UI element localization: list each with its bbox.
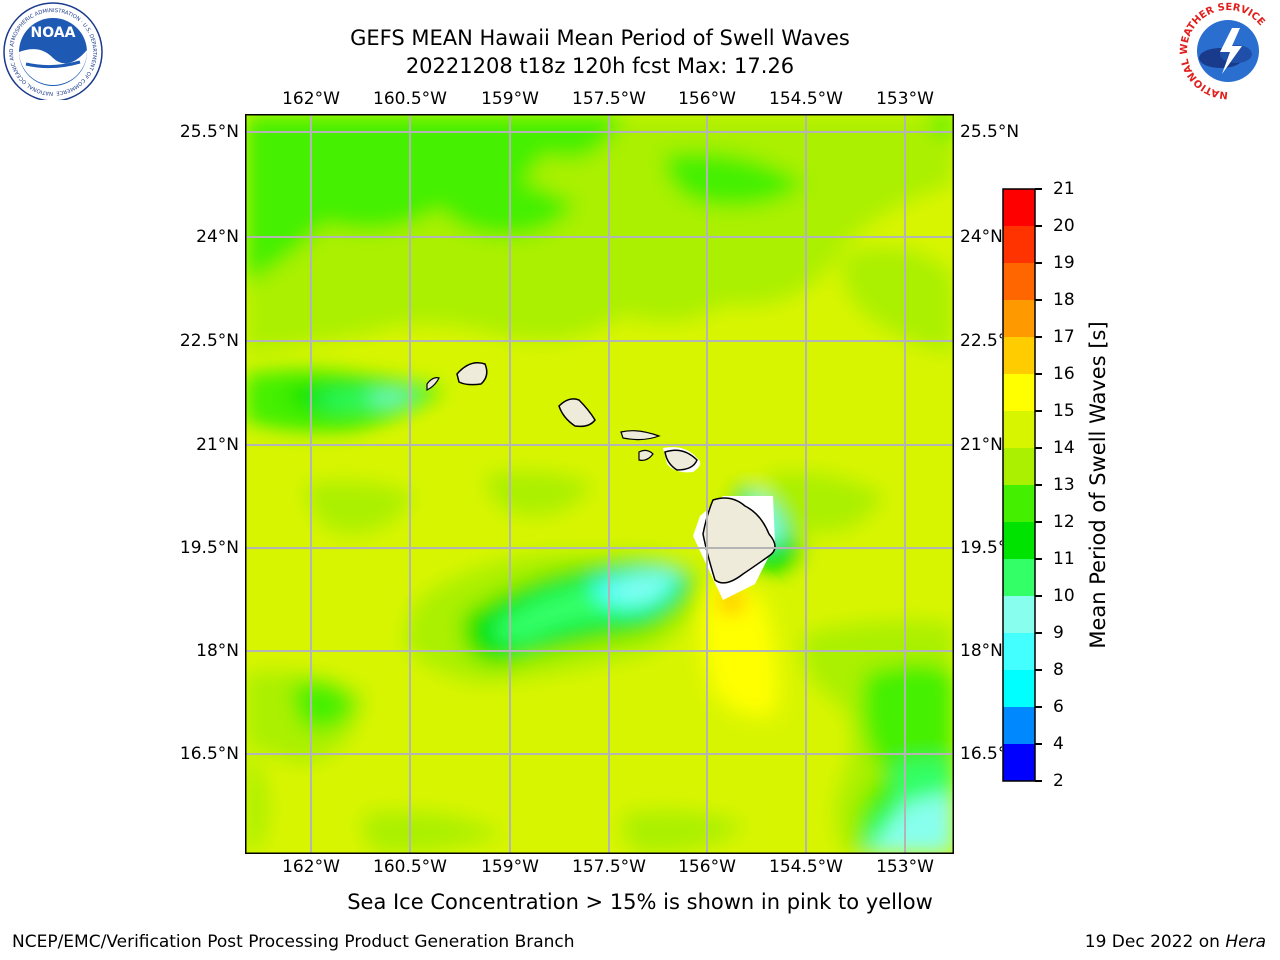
colorbar-swatch <box>1003 300 1035 338</box>
colorbar-swatch <box>1003 448 1035 486</box>
colorbar-tick-mark <box>1035 595 1042 597</box>
lat-tick-right: 24°N <box>960 227 1003 247</box>
lon-tick-top: 157.5°W <box>572 89 646 109</box>
map-panel <box>245 114 954 854</box>
colorbar-tick-mark <box>1035 410 1042 412</box>
lanai <box>638 449 654 461</box>
colorbar-tick-label: 4 <box>1053 734 1064 754</box>
lon-tick-top: 154.5°W <box>769 89 843 109</box>
colorbar-tick-label: 8 <box>1053 660 1064 680</box>
lon-tick-bottom: 157.5°W <box>572 857 646 877</box>
lon-tick-bottom: 160.5°W <box>373 857 447 877</box>
colorbar-tick-label: 20 <box>1053 216 1075 236</box>
colorbar-tick-mark <box>1035 299 1042 301</box>
colorbar-tick-mark <box>1035 373 1042 375</box>
lon-tick-top: 159°W <box>481 89 539 109</box>
colorbar-swatch <box>1003 522 1035 560</box>
footer-host: Hera <box>1225 932 1266 952</box>
colorbar-tick-mark <box>1035 669 1042 671</box>
colorbar-tick-mark <box>1035 743 1042 745</box>
maui <box>664 449 698 471</box>
colorbar-tick-mark <box>1035 706 1042 708</box>
lat-tick-left: 16.5°N <box>179 744 239 764</box>
niihau <box>426 377 440 391</box>
molokai <box>620 430 661 441</box>
colorbar-tick-label: 15 <box>1053 401 1075 421</box>
footer-date-text: 19 Dec 2022 on <box>1084 932 1226 952</box>
colorbar-tick-label: 17 <box>1053 327 1075 347</box>
lat-tick-left: 18°N <box>196 641 239 661</box>
map-subtitle: 20221208 t18z 120h fcst Max: 17.26 <box>405 54 795 78</box>
noaa-logo: NATIONAL OCEANIC AND ATMOSPHERIC ADMINIS… <box>3 2 103 100</box>
colorbar-tick-label: 2 <box>1053 771 1064 791</box>
colorbar-tick-label: 21 <box>1053 179 1075 199</box>
lon-tick-bottom: 162°W <box>282 857 340 877</box>
colorbar-tick-mark <box>1035 447 1042 449</box>
kauai <box>456 362 488 386</box>
colorbar-swatch <box>1003 670 1035 708</box>
colorbar-tick-mark <box>1035 558 1042 560</box>
lat-tick-left: 22.5°N <box>179 331 239 351</box>
lon-tick-bottom: 154.5°W <box>769 857 843 877</box>
oahu <box>558 398 596 428</box>
lat-tick-right: 18°N <box>960 641 1003 661</box>
colorbar-swatch <box>1003 485 1035 523</box>
lon-tick-bottom: 153°W <box>876 857 934 877</box>
colorbar-swatch <box>1003 411 1035 449</box>
noaa-logo-text: NOAA <box>31 25 76 41</box>
colorbar-swatch <box>1003 374 1035 412</box>
colorbar-tick-mark <box>1035 225 1042 227</box>
colorbar-tick-mark <box>1035 336 1042 338</box>
colorbar-tick-label: 9 <box>1053 623 1064 643</box>
footer-branch: NCEP/EMC/Verification Post Processing Pr… <box>12 932 575 952</box>
colorbar-tick-mark <box>1035 632 1042 634</box>
colorbar-tick-label: 11 <box>1053 549 1075 569</box>
colorbar-swatch <box>1003 263 1035 301</box>
lat-tick-left: 25.5°N <box>179 122 239 142</box>
colorbar-swatch <box>1003 707 1035 745</box>
colorbar-tick-label: 16 <box>1053 364 1075 384</box>
colorbar-tick-label: 6 <box>1053 697 1064 717</box>
colorbar-tick-label: 19 <box>1053 253 1075 273</box>
colorbar-swatch <box>1003 633 1035 671</box>
lon-tick-top: 160.5°W <box>373 89 447 109</box>
lon-tick-bottom: 156°W <box>678 857 736 877</box>
lat-tick-right: 25.5°N <box>960 122 1020 142</box>
sea-ice-note: Sea Ice Concentration > 15% is shown in … <box>347 890 933 914</box>
colorbar-tick-mark <box>1035 188 1042 190</box>
map-frame <box>245 114 954 854</box>
footer-date: 19 Dec 2022 on Hera <box>1085 932 1266 952</box>
lat-tick-right: 21°N <box>960 435 1003 455</box>
colorbar-swatch <box>1003 744 1035 782</box>
colorbar-tick-mark <box>1035 484 1042 486</box>
lat-tick-left: 19.5°N <box>179 538 239 558</box>
lon-tick-top: 153°W <box>876 89 934 109</box>
colorbar-tick-label: 14 <box>1053 438 1075 458</box>
colorbar-tick-label: 13 <box>1053 475 1075 495</box>
colorbar-tick-mark <box>1035 521 1042 523</box>
lon-tick-bottom: 159°W <box>481 857 539 877</box>
colorbar-swatch <box>1003 337 1035 375</box>
lat-tick-left: 24°N <box>196 227 239 247</box>
colorbar-swatch <box>1003 559 1035 597</box>
colorbar-label: Mean Period of Swell Waves [s] <box>1086 321 1110 649</box>
graticule <box>245 114 954 854</box>
lat-tick-left: 21°N <box>196 435 239 455</box>
colorbar-tick-label: 10 <box>1053 586 1075 606</box>
nws-logo: NATIONAL WEATHER SERVICE <box>1179 2 1276 100</box>
lon-tick-top: 156°W <box>678 89 736 109</box>
colorbar-swatch <box>1003 189 1035 227</box>
colorbar-tick-label: 18 <box>1053 290 1075 310</box>
colorbar-tick-mark <box>1035 262 1042 264</box>
colorbar-swatch <box>1003 226 1035 264</box>
big-island <box>702 497 776 584</box>
map-title: GEFS MEAN Hawaii Mean Period of Swell Wa… <box>350 26 850 50</box>
colorbar-tick-label: 12 <box>1053 512 1075 532</box>
lon-tick-top: 162°W <box>282 89 340 109</box>
colorbar-swatch <box>1003 596 1035 634</box>
swell-period-field <box>245 114 954 854</box>
colorbar-tick-mark <box>1035 780 1042 782</box>
colorbar-swatches <box>1002 188 1036 782</box>
